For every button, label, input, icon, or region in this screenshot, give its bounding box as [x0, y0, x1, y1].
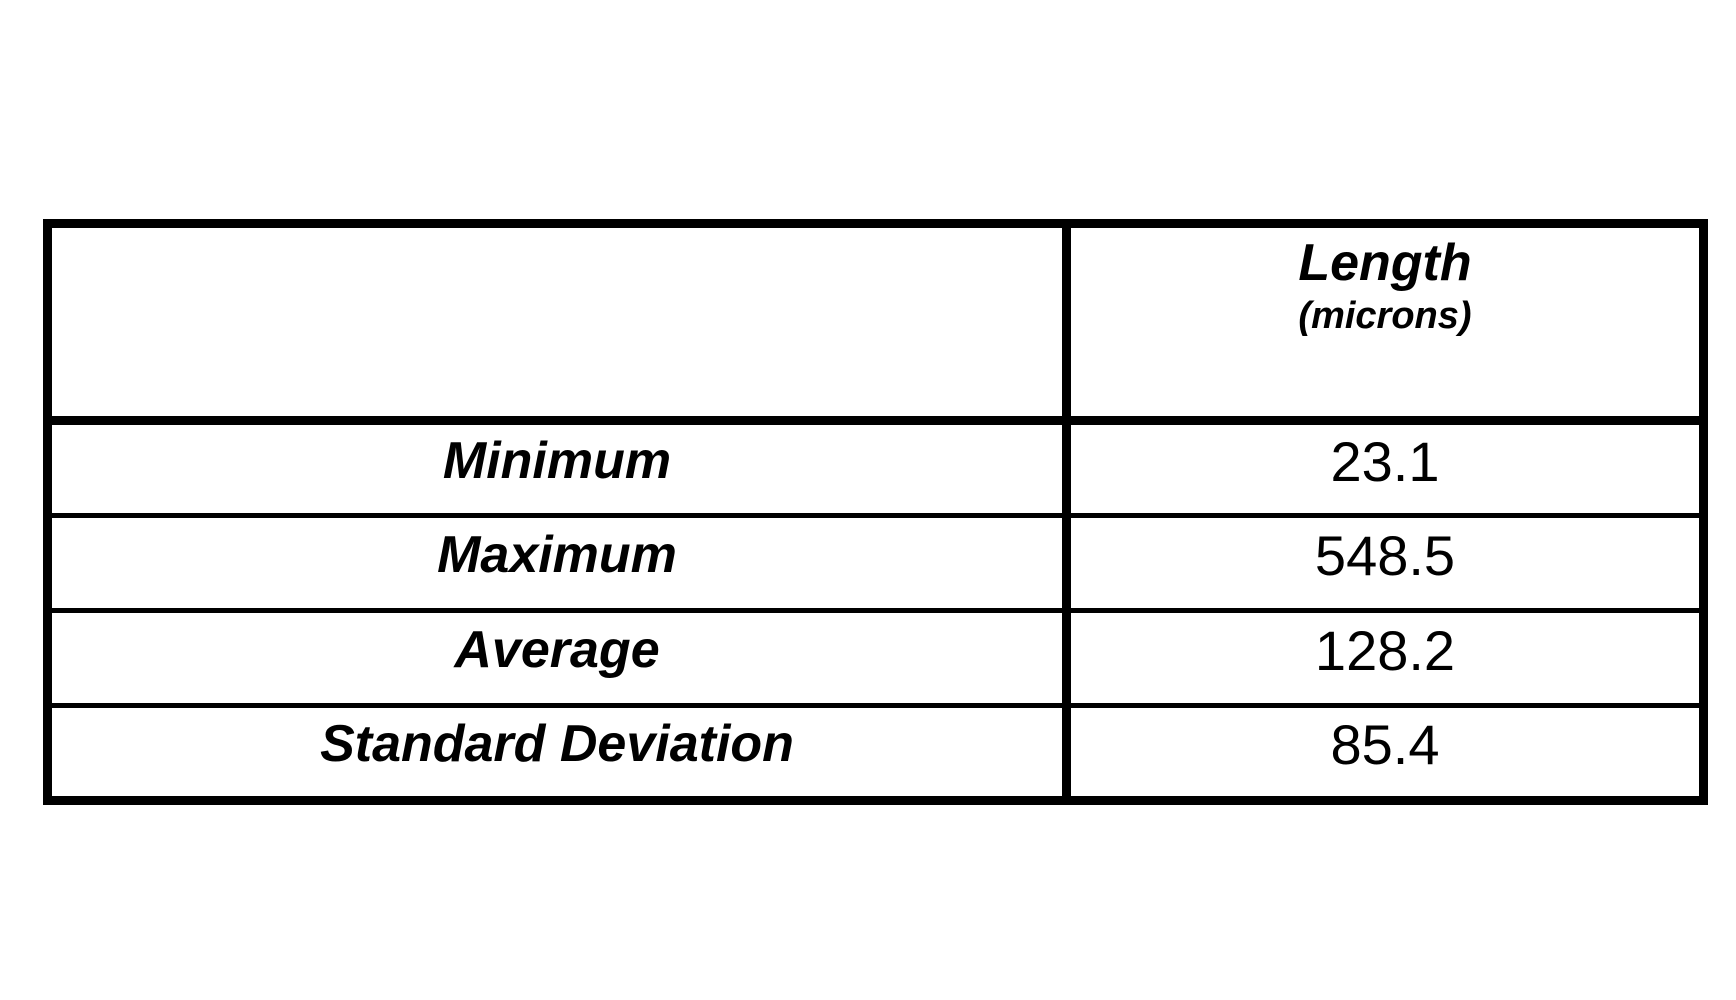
column-subtitle: (microns): [1298, 295, 1472, 337]
row-label-average: Average: [43, 608, 1071, 708]
row-label-minimum: Minimum: [43, 418, 1071, 518]
row-label-standard-deviation: Standard Deviation: [43, 703, 1071, 805]
table-row-standard-deviation: Standard Deviation 85.4: [43, 703, 1708, 805]
length-statistics-table: Length (microns) Minimum 23.1 Maximum 54…: [43, 219, 1708, 805]
table-header-row: Length (microns): [43, 219, 1708, 425]
table-row-minimum: Minimum 23.1: [43, 418, 1708, 518]
corner-cell: [43, 219, 1071, 425]
length-column-header: Length (microns): [1064, 219, 1708, 425]
row-value-standard-deviation: 85.4: [1064, 703, 1708, 805]
table-row-maximum: Maximum 548.5: [43, 513, 1708, 613]
row-value-maximum: 548.5: [1064, 513, 1708, 613]
table-row-average: Average 128.2: [43, 608, 1708, 708]
column-title: Length: [1298, 234, 1472, 292]
row-value-average: 128.2: [1064, 608, 1708, 708]
row-label-maximum: Maximum: [43, 513, 1071, 613]
row-value-minimum: 23.1: [1064, 418, 1708, 518]
